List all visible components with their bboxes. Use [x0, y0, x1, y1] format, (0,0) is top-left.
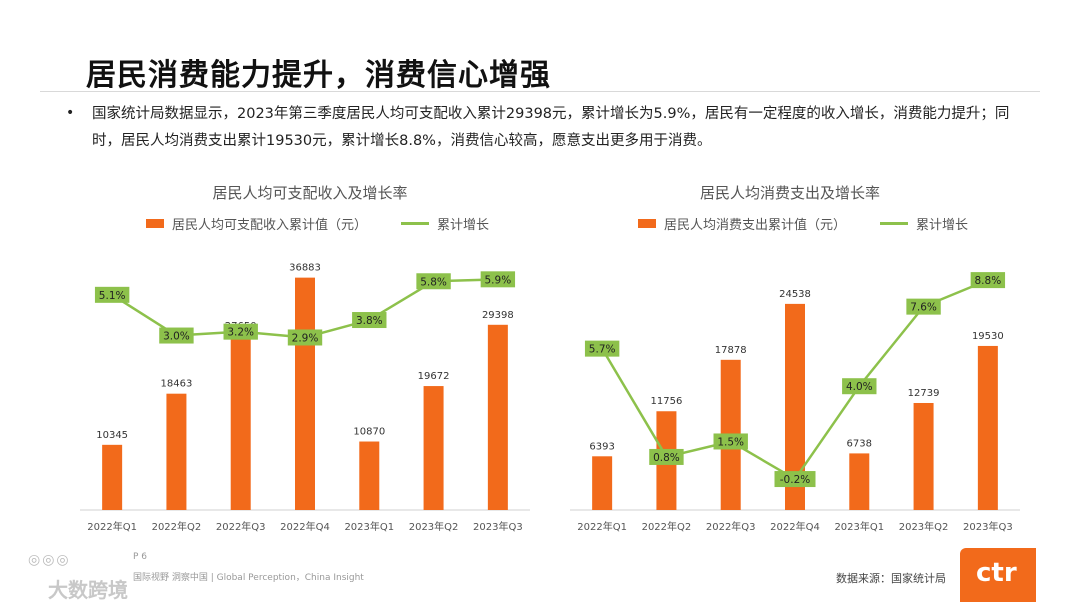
chart1-x-tick: 2022年Q1 — [87, 520, 137, 533]
title-divider — [40, 91, 1040, 92]
chart1-x-tick: 2022年Q2 — [152, 520, 202, 533]
chart2-bar-label: 19530 — [972, 331, 1004, 342]
chart2-growth-label: 5.7% — [589, 344, 616, 356]
chart1-growth-label: 3.0% — [163, 331, 190, 343]
chart2-growth-label-bg — [774, 471, 816, 488]
chart1-legend: 居民人均可支配收入累计值（元） 累计增长 — [146, 214, 489, 233]
chart1-bar — [166, 393, 187, 510]
chart1-x-tick: 2023年Q3 — [473, 520, 523, 533]
chart1-legend-line-label: 累计增长 — [437, 218, 490, 233]
chart1-bar — [102, 444, 123, 510]
chart2-bar — [849, 453, 870, 510]
chart2-bar-label: 11756 — [651, 396, 683, 407]
legend-line-swatch — [401, 222, 430, 225]
chart1-x-tick: 2022年Q4 — [280, 520, 330, 533]
data-source: 数据来源：国家统计局 — [836, 572, 946, 585]
chart2-legend: 居民人均消费支出累计值（元） 累计增长 — [638, 214, 968, 233]
chart2-growth-label-bg — [842, 378, 877, 395]
chart1-growth-label-bg — [223, 323, 258, 340]
chart2-growth-label-bg — [584, 340, 620, 357]
chart2-bar-label: 6393 — [589, 441, 614, 452]
chart1-bar — [230, 335, 251, 510]
chart1-bar — [295, 277, 315, 510]
chart2-legend-line-label: 累计增长 — [916, 218, 969, 233]
chart1-bar-label: 19672 — [418, 371, 450, 382]
chart2-bar — [913, 402, 934, 510]
chart1-title: 居民人均可支配收入及增长率 — [212, 184, 408, 202]
chart2-x-tick: 2023年Q1 — [834, 520, 884, 533]
chart2-bar-label: 24538 — [779, 289, 811, 300]
chart2-x-tick: 2022年Q1 — [577, 520, 627, 533]
chart1-legend-bar-label: 居民人均可支配收入累计值（元） — [172, 218, 368, 233]
watermark-text: 大数跨境 — [48, 578, 128, 602]
chart2-growth-label: 8.8% — [975, 275, 1002, 287]
chart1-growth-label: 5.1% — [99, 290, 126, 302]
chart2-x-tick: 2023年Q2 — [899, 520, 949, 533]
chart1-growth-label-bg — [352, 312, 387, 329]
chart1-bar-label: 29398 — [482, 310, 514, 321]
chart2-growth-label: 1.5% — [717, 436, 744, 448]
chart1-bar — [487, 324, 508, 510]
watermark-icon: ◎◎◎ — [28, 552, 71, 568]
chart1-bar-label: 36883 — [289, 263, 321, 274]
chart2-bar — [592, 456, 613, 510]
legend-line-swatch — [880, 222, 909, 225]
chart1-plot: 103452022年Q1184632022年Q2276502022年Q33688… — [80, 263, 530, 533]
chart2-growth-label: 4.0% — [846, 381, 873, 393]
chart2-bar-label: 12739 — [908, 388, 940, 399]
chart1-bar — [423, 386, 444, 510]
chart1-growth-label: 2.9% — [292, 332, 319, 344]
chart1-growth-label-bg — [480, 271, 516, 288]
chart2-legend-bar-label: 居民人均消费支出累计值（元） — [664, 218, 847, 233]
chart2-bar — [785, 303, 805, 510]
chart1-bar-label: 10345 — [96, 430, 128, 441]
bullet-marker: • — [66, 105, 75, 121]
ctr-logo-text: ctr — [976, 558, 1017, 588]
chart1-growth-label-bg — [159, 327, 194, 344]
chart2-growth-label-bg — [649, 448, 684, 465]
chart2-bar — [977, 345, 998, 510]
footer-slogan: 国际视野 洞察中国 | Global Perception，China Insi… — [133, 573, 364, 583]
chart2-x-tick: 2022年Q4 — [770, 520, 820, 533]
chart2-x-tick: 2022年Q3 — [706, 520, 756, 533]
chart1-growth-label-bg — [416, 273, 451, 290]
chart1-bar — [359, 441, 380, 510]
chart1-x-tick: 2023年Q2 — [409, 520, 459, 533]
chart1-growth-label: 3.2% — [227, 327, 254, 339]
chart1-bar-label: 10870 — [353, 427, 385, 438]
chart2-growth-label-bg — [970, 272, 1006, 289]
page-title: 居民消费能力提升，消费信心增强 — [86, 58, 551, 93]
summary-text: 国家统计局数据显示，2023年第三季度居民人均可支配收入累计29398元，累计增… — [92, 106, 1010, 149]
chart2-growth-label-bg — [713, 433, 748, 450]
chart1-x-tick: 2022年Q3 — [216, 520, 266, 533]
chart2-title: 居民人均消费支出及增长率 — [699, 184, 880, 202]
chart1-growth-label: 3.8% — [356, 315, 383, 327]
legend-bar-swatch — [638, 219, 656, 228]
legend-bar-swatch — [146, 219, 164, 228]
chart2-bar-label: 6738 — [847, 438, 872, 449]
chart2-growth-label: 7.6% — [910, 302, 937, 314]
chart1-growth-label-bg — [287, 329, 323, 346]
chart2-growth-label: -0.2% — [780, 474, 810, 486]
chart2-x-tick: 2023年Q3 — [963, 520, 1013, 533]
chart1-bar-label: 18463 — [161, 379, 193, 390]
chart2-growth-label-bg — [906, 298, 941, 315]
chart2-growth-label: 0.8% — [653, 452, 680, 464]
chart2-plot: 6393 2022年Q1 11756 2022年Q2 17878 2022年Q3 24538… — [570, 272, 1020, 533]
ctr-logo — [960, 548, 1036, 602]
chart1-x-tick: 2023年Q1 — [344, 520, 394, 533]
chart1-growth-label-bg — [94, 286, 130, 303]
chart1-growth-label: 5.9% — [485, 274, 512, 286]
chart1-growth-label: 5.8% — [420, 276, 447, 288]
chart2-x-tick: 2022年Q2 — [642, 520, 692, 533]
page-number: P 6 — [133, 552, 148, 562]
chart2-bar-label: 17878 — [715, 345, 747, 356]
